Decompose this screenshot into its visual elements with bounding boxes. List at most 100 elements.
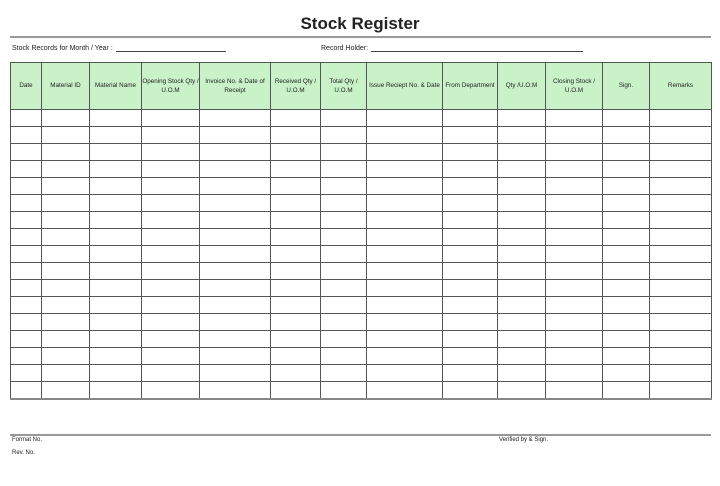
table-cell[interactable] xyxy=(270,211,321,229)
table-cell[interactable] xyxy=(366,347,443,365)
table-cell[interactable] xyxy=(10,313,42,331)
table-cell[interactable] xyxy=(366,211,443,229)
table-cell[interactable] xyxy=(649,245,712,263)
table-cell[interactable] xyxy=(545,245,603,263)
table-cell[interactable] xyxy=(89,143,142,161)
table-cell[interactable] xyxy=(89,194,142,212)
table-cell[interactable] xyxy=(366,143,443,161)
table-cell[interactable] xyxy=(320,313,367,331)
table-cell[interactable] xyxy=(649,262,712,280)
table-cell[interactable] xyxy=(10,245,42,263)
table-cell[interactable] xyxy=(602,211,650,229)
table-cell[interactable] xyxy=(10,364,42,382)
table-cell[interactable] xyxy=(320,211,367,229)
table-cell[interactable] xyxy=(10,347,42,365)
table-cell[interactable] xyxy=(497,313,546,331)
table-cell[interactable] xyxy=(320,177,367,195)
table-cell[interactable] xyxy=(366,194,443,212)
table-cell[interactable] xyxy=(270,279,321,297)
table-cell[interactable] xyxy=(649,160,712,178)
table-cell[interactable] xyxy=(141,296,200,314)
table-cell[interactable] xyxy=(545,177,603,195)
table-cell[interactable] xyxy=(497,381,546,400)
table-cell[interactable] xyxy=(10,228,42,246)
table-cell[interactable] xyxy=(602,143,650,161)
table-cell[interactable] xyxy=(442,330,498,348)
table-cell[interactable] xyxy=(442,313,498,331)
table-cell[interactable] xyxy=(141,194,200,212)
table-cell[interactable] xyxy=(199,364,271,382)
table-cell[interactable] xyxy=(545,109,603,127)
table-cell[interactable] xyxy=(442,262,498,280)
table-cell[interactable] xyxy=(199,126,271,144)
table-cell[interactable] xyxy=(545,211,603,229)
table-cell[interactable] xyxy=(545,126,603,144)
table-cell[interactable] xyxy=(270,364,321,382)
table-cell[interactable] xyxy=(649,211,712,229)
table-cell[interactable] xyxy=(320,296,367,314)
table-cell[interactable] xyxy=(649,228,712,246)
table-cell[interactable] xyxy=(366,160,443,178)
table-cell[interactable] xyxy=(89,211,142,229)
table-cell[interactable] xyxy=(366,296,443,314)
table-cell[interactable] xyxy=(41,160,90,178)
table-cell[interactable] xyxy=(41,262,90,280)
table-cell[interactable] xyxy=(442,296,498,314)
table-cell[interactable] xyxy=(199,313,271,331)
table-cell[interactable] xyxy=(199,330,271,348)
table-cell[interactable] xyxy=(10,279,42,297)
table-cell[interactable] xyxy=(366,228,443,246)
table-cell[interactable] xyxy=(497,245,546,263)
table-cell[interactable] xyxy=(320,364,367,382)
table-cell[interactable] xyxy=(649,109,712,127)
table-cell[interactable] xyxy=(545,279,603,297)
table-cell[interactable] xyxy=(89,126,142,144)
table-cell[interactable] xyxy=(10,211,42,229)
table-cell[interactable] xyxy=(320,109,367,127)
table-cell[interactable] xyxy=(497,143,546,161)
table-cell[interactable] xyxy=(366,262,443,280)
table-cell[interactable] xyxy=(270,330,321,348)
table-cell[interactable] xyxy=(545,228,603,246)
table-cell[interactable] xyxy=(41,347,90,365)
table-cell[interactable] xyxy=(89,313,142,331)
table-cell[interactable] xyxy=(366,109,443,127)
table-cell[interactable] xyxy=(270,347,321,365)
table-cell[interactable] xyxy=(141,109,200,127)
table-cell[interactable] xyxy=(270,160,321,178)
table-cell[interactable] xyxy=(442,177,498,195)
table-cell[interactable] xyxy=(41,279,90,297)
table-cell[interactable] xyxy=(41,330,90,348)
table-cell[interactable] xyxy=(89,109,142,127)
table-cell[interactable] xyxy=(497,177,546,195)
table-cell[interactable] xyxy=(89,330,142,348)
table-cell[interactable] xyxy=(199,262,271,280)
table-cell[interactable] xyxy=(141,262,200,280)
table-cell[interactable] xyxy=(270,194,321,212)
table-cell[interactable] xyxy=(141,364,200,382)
table-cell[interactable] xyxy=(199,228,271,246)
table-cell[interactable] xyxy=(649,143,712,161)
table-cell[interactable] xyxy=(497,347,546,365)
table-cell[interactable] xyxy=(442,194,498,212)
table-cell[interactable] xyxy=(270,143,321,161)
table-cell[interactable] xyxy=(320,330,367,348)
table-cell[interactable] xyxy=(497,109,546,127)
table-cell[interactable] xyxy=(602,194,650,212)
table-cell[interactable] xyxy=(602,279,650,297)
table-cell[interactable] xyxy=(270,177,321,195)
table-cell[interactable] xyxy=(89,279,142,297)
table-cell[interactable] xyxy=(89,296,142,314)
table-cell[interactable] xyxy=(141,211,200,229)
table-cell[interactable] xyxy=(199,160,271,178)
table-cell[interactable] xyxy=(366,330,443,348)
table-cell[interactable] xyxy=(602,262,650,280)
table-cell[interactable] xyxy=(141,228,200,246)
table-cell[interactable] xyxy=(270,245,321,263)
table-cell[interactable] xyxy=(199,381,271,400)
table-cell[interactable] xyxy=(199,109,271,127)
table-cell[interactable] xyxy=(41,211,90,229)
table-cell[interactable] xyxy=(41,228,90,246)
table-cell[interactable] xyxy=(442,143,498,161)
table-cell[interactable] xyxy=(320,194,367,212)
